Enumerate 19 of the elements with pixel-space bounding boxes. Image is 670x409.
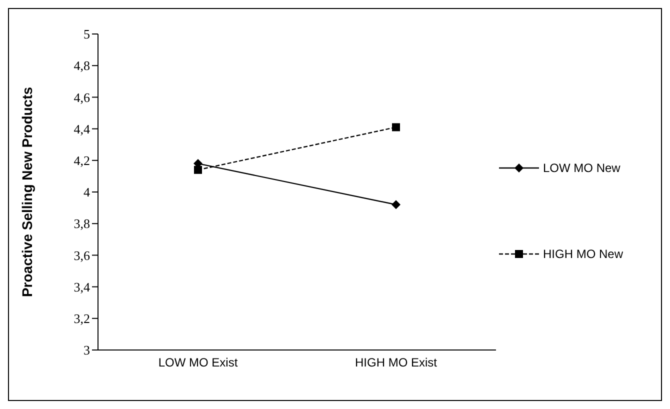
point <box>392 123 400 132</box>
y-axis-title: Proactive Selling New Products <box>18 86 35 298</box>
legend-label: LOW MO New <box>543 161 620 175</box>
x-tick-label: HIGH MO Exist <box>354 356 438 370</box>
y-tick-label: 4,6 <box>74 90 90 105</box>
x-tick-label: LOW MO Exist <box>158 356 238 370</box>
y-tick-label: 5 <box>84 26 90 42</box>
point <box>194 166 202 174</box>
point <box>392 200 400 210</box>
y-tick-label: 3,6 <box>74 248 90 263</box>
y-tick-label: 3,2 <box>74 311 90 326</box>
y-tick-label: 3,8 <box>74 216 90 232</box>
y-tick-label: 4 <box>84 184 90 200</box>
y-tick-label: 3,4 <box>74 279 90 294</box>
legend-label: HIGH MO New <box>543 247 624 261</box>
y-tick-label: 4,4 <box>74 121 90 136</box>
y-tick-label: 4,8 <box>74 58 90 74</box>
y-tick-label: 4,2 <box>74 153 90 168</box>
y-tick-label: 3 <box>84 342 90 358</box>
